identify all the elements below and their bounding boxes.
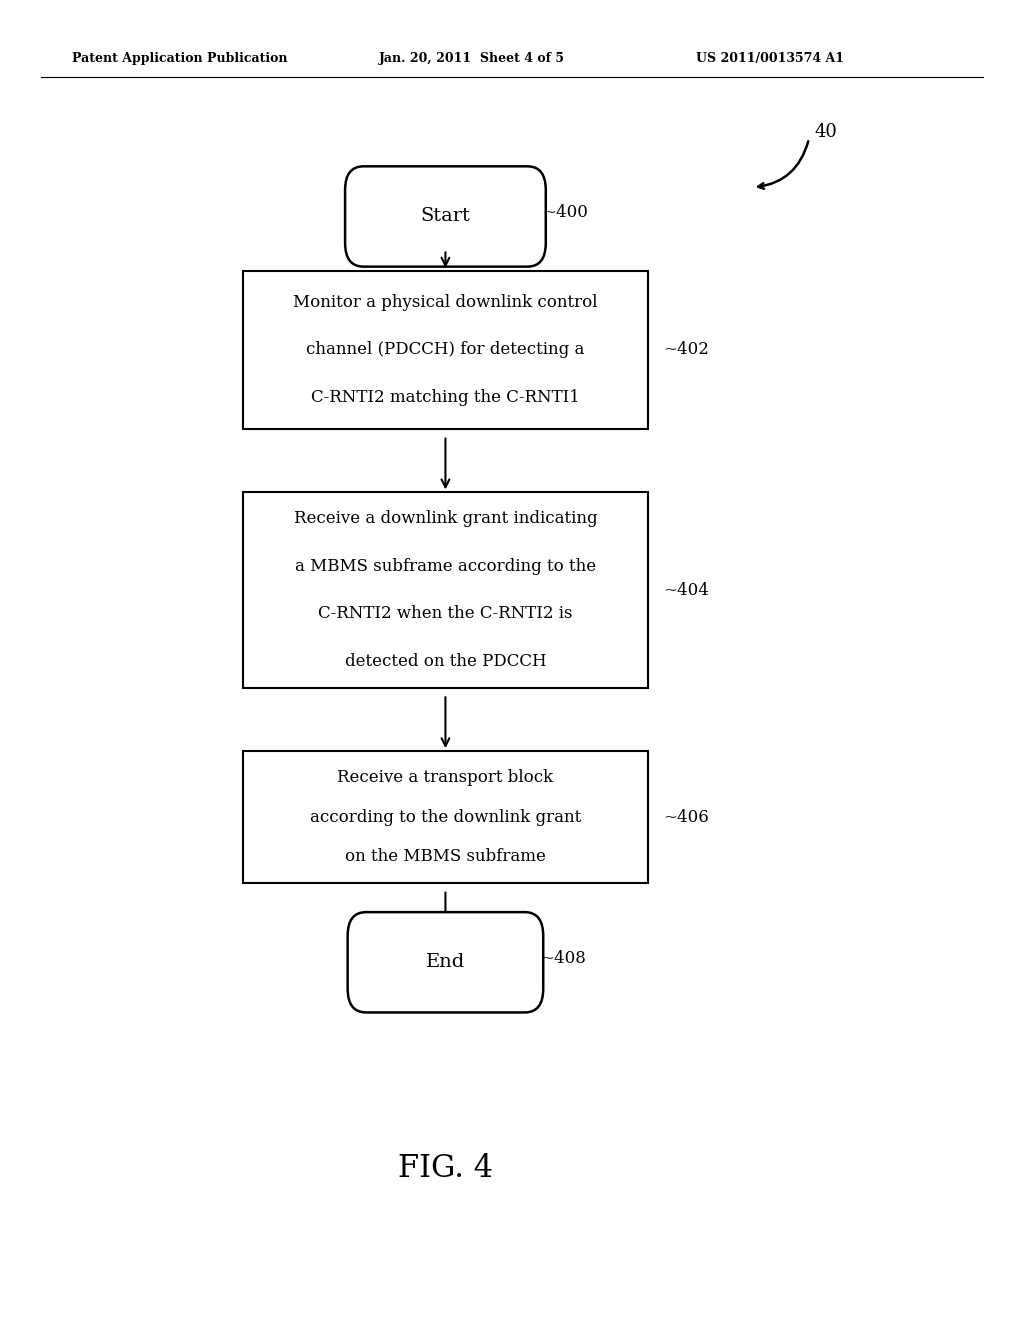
FancyBboxPatch shape [244, 271, 648, 429]
Text: Patent Application Publication: Patent Application Publication [72, 51, 287, 65]
Text: ~400: ~400 [543, 205, 589, 220]
Text: detected on the PDCCH: detected on the PDCCH [345, 653, 546, 669]
Text: C-RNTI2 matching the C-RNTI1: C-RNTI2 matching the C-RNTI1 [311, 389, 580, 405]
Text: ~406: ~406 [664, 809, 709, 825]
Text: Start: Start [421, 207, 470, 226]
Text: ~408: ~408 [541, 950, 586, 966]
Text: channel (PDCCH) for detecting a: channel (PDCCH) for detecting a [306, 342, 585, 358]
Text: Monitor a physical downlink control: Monitor a physical downlink control [293, 294, 598, 310]
Text: Receive a downlink grant indicating: Receive a downlink grant indicating [294, 511, 597, 527]
Text: Receive a transport block: Receive a transport block [337, 770, 554, 785]
FancyBboxPatch shape [244, 751, 648, 883]
Text: according to the downlink grant: according to the downlink grant [310, 809, 581, 825]
Text: on the MBMS subframe: on the MBMS subframe [345, 849, 546, 865]
Text: C-RNTI2 when the C-RNTI2 is: C-RNTI2 when the C-RNTI2 is [318, 606, 572, 622]
Text: ~402: ~402 [664, 342, 709, 358]
Text: Jan. 20, 2011  Sheet 4 of 5: Jan. 20, 2011 Sheet 4 of 5 [379, 51, 565, 65]
FancyBboxPatch shape [347, 912, 543, 1012]
FancyBboxPatch shape [244, 492, 648, 688]
Text: FIG. 4: FIG. 4 [398, 1152, 493, 1184]
Text: 40: 40 [814, 123, 837, 141]
Text: ~404: ~404 [664, 582, 709, 598]
Text: US 2011/0013574 A1: US 2011/0013574 A1 [696, 51, 845, 65]
Text: a MBMS subframe according to the: a MBMS subframe according to the [295, 558, 596, 574]
FancyBboxPatch shape [345, 166, 546, 267]
Text: End: End [426, 953, 465, 972]
